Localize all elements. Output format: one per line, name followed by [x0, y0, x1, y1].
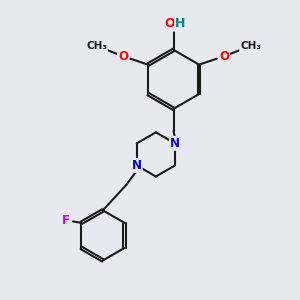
Text: O: O: [165, 17, 175, 31]
Text: O: O: [219, 50, 229, 63]
Text: OH: OH: [163, 17, 184, 30]
Text: O: O: [219, 50, 229, 63]
Text: N: N: [170, 137, 180, 150]
Text: H: H: [176, 17, 186, 30]
Text: H: H: [175, 17, 185, 31]
Text: CH₃: CH₃: [240, 41, 261, 51]
Text: O: O: [118, 50, 128, 63]
Text: N: N: [132, 159, 142, 172]
Text: F: F: [62, 214, 70, 227]
Text: O: O: [118, 50, 128, 63]
Text: CH₃: CH₃: [86, 41, 107, 51]
